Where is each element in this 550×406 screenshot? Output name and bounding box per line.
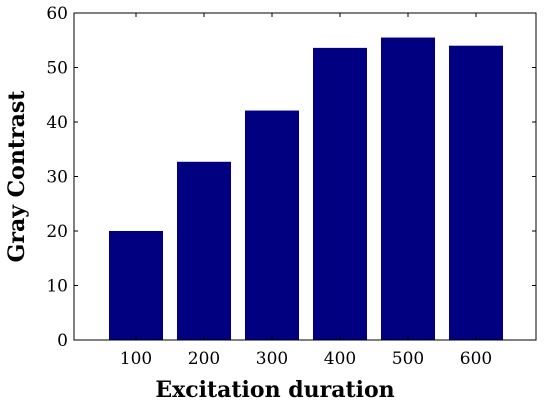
x-tick-label: 300 bbox=[256, 349, 288, 369]
bar-100 bbox=[109, 231, 163, 340]
y-axis-title: Gray Contrast bbox=[4, 90, 30, 263]
y-tick-label: 10 bbox=[46, 277, 68, 297]
bar-200 bbox=[177, 161, 231, 340]
x-tick-label: 500 bbox=[392, 349, 424, 369]
x-tick-label: 100 bbox=[120, 349, 152, 369]
bar-300 bbox=[245, 110, 299, 341]
x-tick-labels: 100 200 300 400 500 600 bbox=[120, 13, 492, 369]
bar-400 bbox=[313, 47, 367, 340]
x-tick-label: 400 bbox=[324, 349, 356, 369]
bar-500 bbox=[381, 37, 435, 341]
y-tick-label: 30 bbox=[46, 168, 68, 188]
bar-600 bbox=[449, 45, 503, 340]
y-tick-label: 50 bbox=[46, 59, 68, 79]
x-tick-label: 200 bbox=[188, 349, 220, 369]
y-tick-label: 0 bbox=[57, 331, 68, 351]
y-tick-label: 20 bbox=[46, 222, 68, 242]
y-tick-label: 60 bbox=[46, 4, 68, 24]
x-tick-label: 600 bbox=[460, 349, 492, 369]
bars-group bbox=[109, 37, 503, 341]
plot-frame bbox=[73, 12, 537, 341]
y-tick-label: 40 bbox=[46, 113, 68, 133]
x-axis-title: Excitation duration bbox=[155, 377, 394, 403]
